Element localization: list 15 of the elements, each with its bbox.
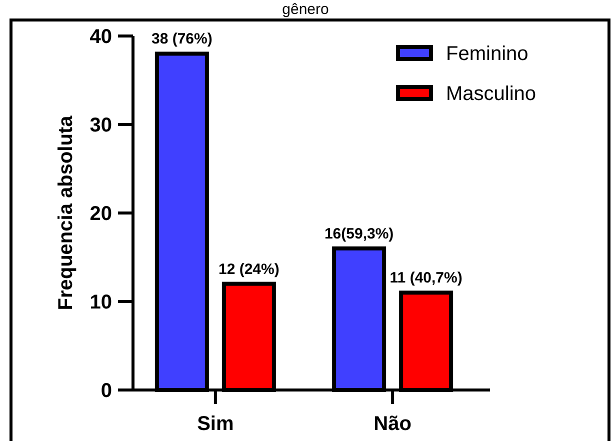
- data-label: 12 (24%): [218, 260, 280, 278]
- y-tick-label: 30: [90, 114, 112, 136]
- x-tick-label: Sim: [197, 413, 234, 435]
- chart-title: gênero: [282, 1, 329, 18]
- y-tick-label: 20: [90, 203, 112, 225]
- y-tick-label: 10: [90, 292, 112, 314]
- x-tick-label: Não: [374, 413, 412, 435]
- y-tick-label: 40: [90, 26, 112, 48]
- data-label: 11 (40,7%): [390, 270, 462, 287]
- data-label: 38 (76%): [151, 30, 212, 48]
- data-label: 16(59,3%): [324, 225, 394, 242]
- y-axis-title: Frequencia absoluta: [55, 114, 77, 310]
- legend-label: Feminino: [446, 43, 528, 65]
- legend-label: Masculino: [446, 83, 536, 105]
- y-tick-label: 0: [100, 380, 112, 402]
